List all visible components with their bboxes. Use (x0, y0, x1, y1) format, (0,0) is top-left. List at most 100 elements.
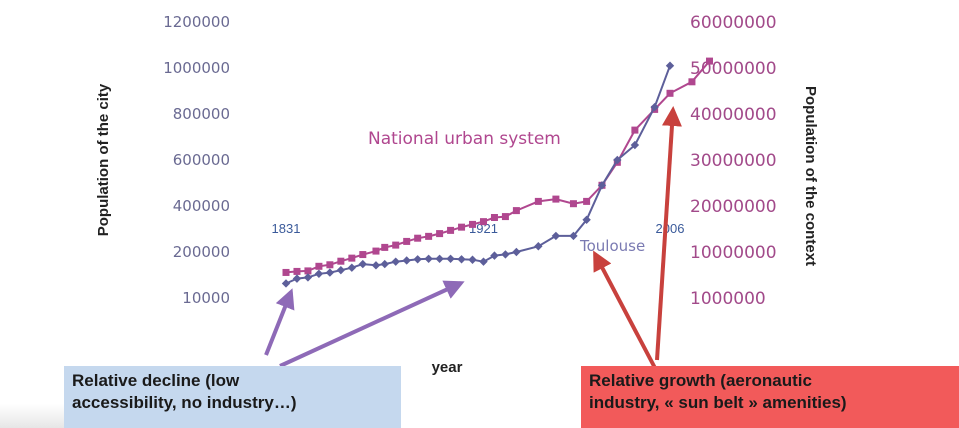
x-axis-title: year (432, 359, 463, 376)
toulouse-point (551, 231, 561, 241)
toulouse-point (325, 268, 335, 277)
toulouse-point (479, 257, 488, 266)
national-point (569, 200, 577, 208)
national-point (372, 247, 380, 255)
national-point (458, 223, 466, 231)
national-point (501, 213, 509, 221)
national-point (552, 195, 560, 203)
national-point (337, 257, 345, 265)
toulouse-point (336, 265, 346, 275)
national-point (381, 243, 389, 251)
national-point (359, 251, 367, 259)
year-labels: 1831 1921 2006 (272, 221, 685, 236)
national-point (425, 232, 433, 240)
growth-annotation-line-1: Relative growth (aeronautic (589, 371, 812, 390)
decline-annotation-line-1: Relative decline (low (72, 371, 240, 390)
shadow-fade (0, 404, 64, 428)
toulouse-point (402, 256, 411, 265)
decline-arrow-2 (279, 280, 465, 368)
left-axis-ticks: 1200000 1000000 800000 600000 400000 200000 10… (163, 13, 230, 307)
left-tick-label: 1000000 (163, 59, 230, 77)
national-point (293, 267, 301, 275)
growth-annotation-line-2: industry, « sun belt » amenities) (589, 393, 847, 412)
national-point (666, 89, 674, 97)
decline-annotation: Relative decline (low accessibility, no … (64, 366, 401, 428)
national-line (285, 60, 711, 274)
national-point (688, 78, 696, 86)
toulouse-point (665, 61, 675, 70)
national-point (403, 237, 411, 245)
toulouse-point (424, 254, 433, 263)
toulouse-point (534, 242, 543, 251)
right-tick-label: 10000000 (690, 243, 777, 263)
national-point (447, 226, 455, 234)
left-tick-label: 10000 (182, 289, 230, 307)
right-tick-label: 60000000 (690, 13, 777, 33)
national-point (326, 261, 334, 269)
toulouse-point (281, 279, 291, 288)
toulouse-point (457, 255, 466, 264)
toulouse-point (630, 140, 640, 150)
toulouse-point (650, 102, 659, 112)
toulouse-point (380, 259, 389, 269)
year-label: 1921 (469, 221, 498, 236)
left-tick-label: 800000 (173, 105, 230, 123)
national-point (414, 234, 422, 242)
toulouse-point (446, 254, 455, 263)
toulouse-point (569, 231, 578, 241)
left-tick-label: 1200000 (163, 13, 230, 31)
toulouse-point (613, 155, 622, 165)
right-axis-ticks: 6000000050000000400000003000000020000000… (690, 13, 777, 309)
right-tick-label: 40000000 (690, 105, 777, 125)
toulouse-point (597, 181, 607, 190)
left-tick-label: 400000 (173, 197, 230, 215)
toulouse-point (347, 263, 357, 272)
left-tick-label: 600000 (173, 151, 230, 169)
right-tick-label: 1000000 (690, 289, 766, 309)
national-point (304, 267, 312, 275)
national-point (315, 262, 323, 270)
national-point (348, 254, 356, 262)
toulouse-point (314, 269, 324, 278)
decline-arrow-1 (264, 288, 295, 356)
series-label-national: National urban system (368, 129, 561, 149)
toulouse-point (468, 255, 477, 264)
right-axis-title: Population of the context (802, 86, 819, 266)
toulouse-point (303, 273, 313, 282)
growth-arrow-2 (655, 106, 682, 361)
toulouse-point (292, 274, 302, 283)
national-point (583, 197, 591, 205)
left-tick-label: 200000 (173, 243, 230, 261)
toulouse-point (501, 250, 510, 259)
series-label-toulouse: Toulouse (579, 237, 645, 255)
growth-arrow-1 (593, 250, 657, 369)
left-axis-title: Population of the city (95, 83, 112, 236)
right-tick-label: 20000000 (690, 197, 777, 217)
annotation-arrows (264, 106, 682, 369)
national-point (479, 218, 487, 226)
national-point (705, 57, 713, 65)
national-point (436, 230, 444, 238)
toulouse-point (413, 255, 422, 264)
toulouse-point (358, 259, 367, 269)
national-point (469, 220, 477, 228)
toulouse-point (512, 247, 521, 257)
national-point (392, 241, 400, 249)
toulouse-point (435, 254, 444, 263)
right-tick-label: 30000000 (690, 151, 777, 171)
national-point (534, 197, 542, 205)
toulouse-point (490, 251, 499, 260)
national-point (631, 126, 639, 134)
toulouse-point (391, 257, 400, 266)
series-layer (281, 57, 713, 288)
toulouse-point (371, 261, 381, 270)
year-label: 1831 (272, 221, 301, 236)
national-point (282, 268, 290, 276)
national-point (512, 207, 520, 215)
toulouse-point (582, 215, 591, 224)
year-label: 2006 (656, 221, 685, 236)
decline-annotation-line-2: accessibility, no industry…) (72, 393, 297, 412)
national-point (490, 214, 498, 221)
growth-annotation: Relative growth (aeronautic industry, « … (581, 366, 959, 428)
